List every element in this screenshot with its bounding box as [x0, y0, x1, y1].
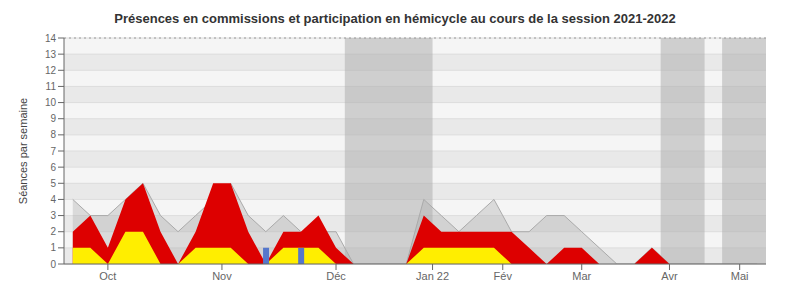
svg-text:Jan 22: Jan 22	[416, 270, 449, 282]
svg-text:Déc: Déc	[326, 270, 346, 282]
svg-text:8: 8	[50, 129, 56, 140]
svg-text:11: 11	[46, 81, 57, 92]
svg-text:9: 9	[50, 113, 56, 124]
svg-text:Avr: Avr	[661, 270, 678, 282]
svg-text:12: 12	[45, 65, 57, 76]
svg-text:14: 14	[45, 33, 57, 44]
svg-text:1: 1	[50, 242, 56, 253]
html-text:Présences en commissions et pa: Présences en commissions et participatio…	[114, 11, 676, 26]
svg-text:3: 3	[50, 210, 56, 221]
svg-text:5: 5	[50, 178, 56, 189]
svg-text:2: 2	[50, 226, 56, 237]
svg-text:7: 7	[50, 146, 56, 157]
svg-text:13: 13	[45, 49, 57, 60]
svg-text:Mar: Mar	[572, 270, 591, 282]
svg-text:Fév: Fév	[494, 270, 513, 282]
svg-text:Mai: Mai	[731, 270, 749, 282]
svg-text:6: 6	[50, 162, 56, 173]
svg-text:0: 0	[50, 259, 56, 270]
svg-text:4: 4	[50, 194, 56, 205]
svg-text:10: 10	[45, 97, 57, 108]
svg-text:Oct: Oct	[99, 270, 116, 282]
svg-text:Nov: Nov	[212, 270, 232, 282]
svg-text:Séances par semaine: Séances par semaine	[17, 98, 29, 204]
